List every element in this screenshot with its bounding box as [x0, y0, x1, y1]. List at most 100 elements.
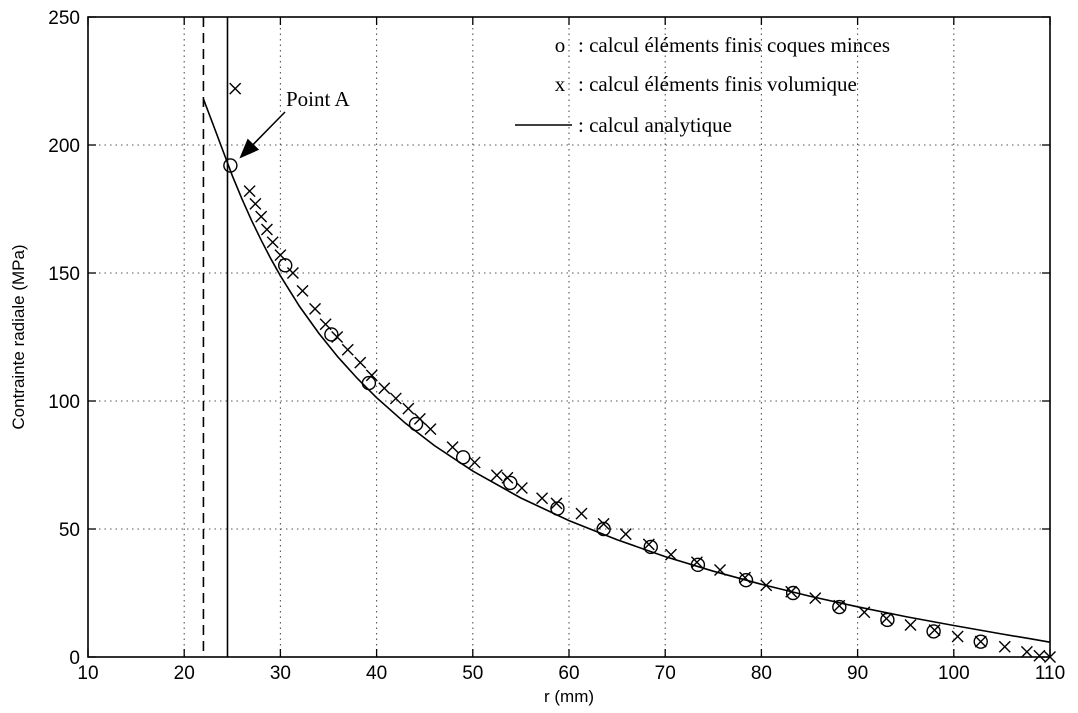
legend-marker-o: o	[555, 33, 566, 57]
point-volumique	[858, 606, 871, 619]
point-volumique	[255, 210, 268, 223]
x-tick-label: 90	[847, 663, 868, 684]
point-volumique	[501, 471, 514, 484]
point-volumique	[642, 538, 655, 551]
point-volumique	[880, 612, 893, 625]
point-coques-minces	[408, 416, 424, 432]
y-tick-label: 200	[48, 136, 80, 157]
grid	[88, 17, 1050, 657]
point-volumique	[619, 528, 632, 541]
x-tick-label: 70	[655, 663, 676, 684]
analytique-curve	[202, 98, 1051, 643]
point-volumique	[928, 624, 941, 637]
x-tick-label: 20	[174, 663, 195, 684]
legend-marker-x: x	[555, 72, 566, 96]
point-volumique	[229, 82, 242, 95]
point-coques-minces	[596, 521, 611, 537]
point-volumique	[413, 412, 426, 425]
x-tick-label: 80	[751, 663, 772, 684]
point-volumique	[286, 267, 299, 279]
point-volumique	[389, 392, 402, 405]
axis-ticks: 10 20 30 40 50 60 70 80 90 100 110 0 50 100 150 200 250	[48, 8, 1065, 684]
point-volumique	[904, 619, 917, 631]
point-volumique	[575, 507, 588, 520]
point-coques-minces	[643, 539, 658, 555]
point-volumique	[331, 331, 344, 343]
point-coques-minces	[832, 599, 847, 615]
point-volumique	[664, 548, 677, 561]
point-volumique	[296, 284, 309, 297]
point-coques-minces	[926, 624, 941, 639]
point-coques-minces	[690, 557, 706, 573]
point-volumique	[402, 402, 415, 415]
point-volumique	[468, 456, 481, 469]
series-analytique	[202, 98, 1051, 643]
point-volumique	[266, 236, 279, 249]
x-tick-label: 50	[462, 663, 483, 684]
point-volumique	[690, 556, 703, 569]
legend-label-coques-minces: : calcul éléments finis coques minces	[578, 33, 890, 57]
series-volumique	[229, 82, 1056, 663]
x-axis-label: r (mm)	[544, 687, 594, 706]
point-volumique	[714, 563, 727, 576]
point-volumique	[739, 571, 752, 584]
point-coques-minces	[278, 258, 293, 273]
point-coques-minces	[223, 158, 238, 173]
annotation: Point A	[239, 87, 350, 159]
point-volumique	[249, 197, 262, 210]
legend-label-analytique: : calcul analytique	[578, 113, 732, 137]
y-tick-label: 0	[69, 648, 80, 669]
vertical-lines	[202, 17, 229, 657]
point-volumique	[833, 599, 846, 612]
point-coques-minces	[503, 475, 518, 491]
point-volumique	[274, 249, 287, 262]
annotation-arrow-head	[239, 138, 260, 159]
point-volumique	[597, 517, 610, 530]
point-volumique	[515, 482, 528, 495]
point-volumique	[1033, 649, 1046, 662]
point-volumique	[424, 423, 437, 436]
series-coques-minces	[223, 158, 988, 649]
point-volumique	[365, 369, 378, 382]
point-coques-minces	[880, 612, 895, 628]
y-tick-label: 100	[48, 392, 80, 413]
annotation-point-a: Point A	[286, 87, 350, 111]
legend-label-volumique: : calcul éléments finis volumique	[578, 72, 857, 96]
point-volumique	[354, 356, 367, 369]
point-volumique	[260, 223, 273, 236]
y-axis-label: Contrainte radiale (MPa)	[9, 244, 28, 429]
point-volumique	[319, 318, 332, 331]
point-coques-minces	[361, 375, 377, 391]
point-volumique	[536, 492, 549, 505]
point-volumique	[760, 579, 773, 592]
point-volumique	[378, 382, 391, 395]
point-volumique	[550, 497, 563, 510]
point-volumique	[341, 343, 354, 356]
x-tick-label: 40	[366, 663, 387, 684]
point-coques-minces	[324, 327, 339, 342]
point-volumique	[446, 441, 459, 454]
x-tick-label: 10	[77, 663, 98, 684]
point-volumique	[974, 635, 987, 648]
point-volumique	[309, 302, 322, 315]
point-volumique	[809, 592, 822, 605]
point-volumique	[1020, 645, 1033, 658]
y-tick-label: 250	[48, 8, 80, 29]
point-volumique	[490, 469, 503, 482]
y-tick-label: 150	[48, 264, 80, 285]
point-volumique	[243, 185, 256, 198]
point-coques-minces	[455, 450, 471, 465]
x-tick-label: 110	[1035, 663, 1065, 684]
x-tick-label: 60	[558, 663, 579, 684]
point-volumique	[951, 630, 964, 643]
point-coques-minces	[738, 573, 754, 588]
point-volumique	[998, 640, 1011, 653]
point-coques-minces	[785, 585, 801, 601]
legend: o : calcul éléments finis coques minces …	[515, 33, 890, 137]
point-volumique	[785, 585, 798, 598]
x-tick-label: 100	[938, 663, 970, 684]
y-tick-label: 50	[59, 520, 80, 541]
x-tick-label: 30	[270, 663, 291, 684]
point-coques-minces	[973, 634, 988, 649]
